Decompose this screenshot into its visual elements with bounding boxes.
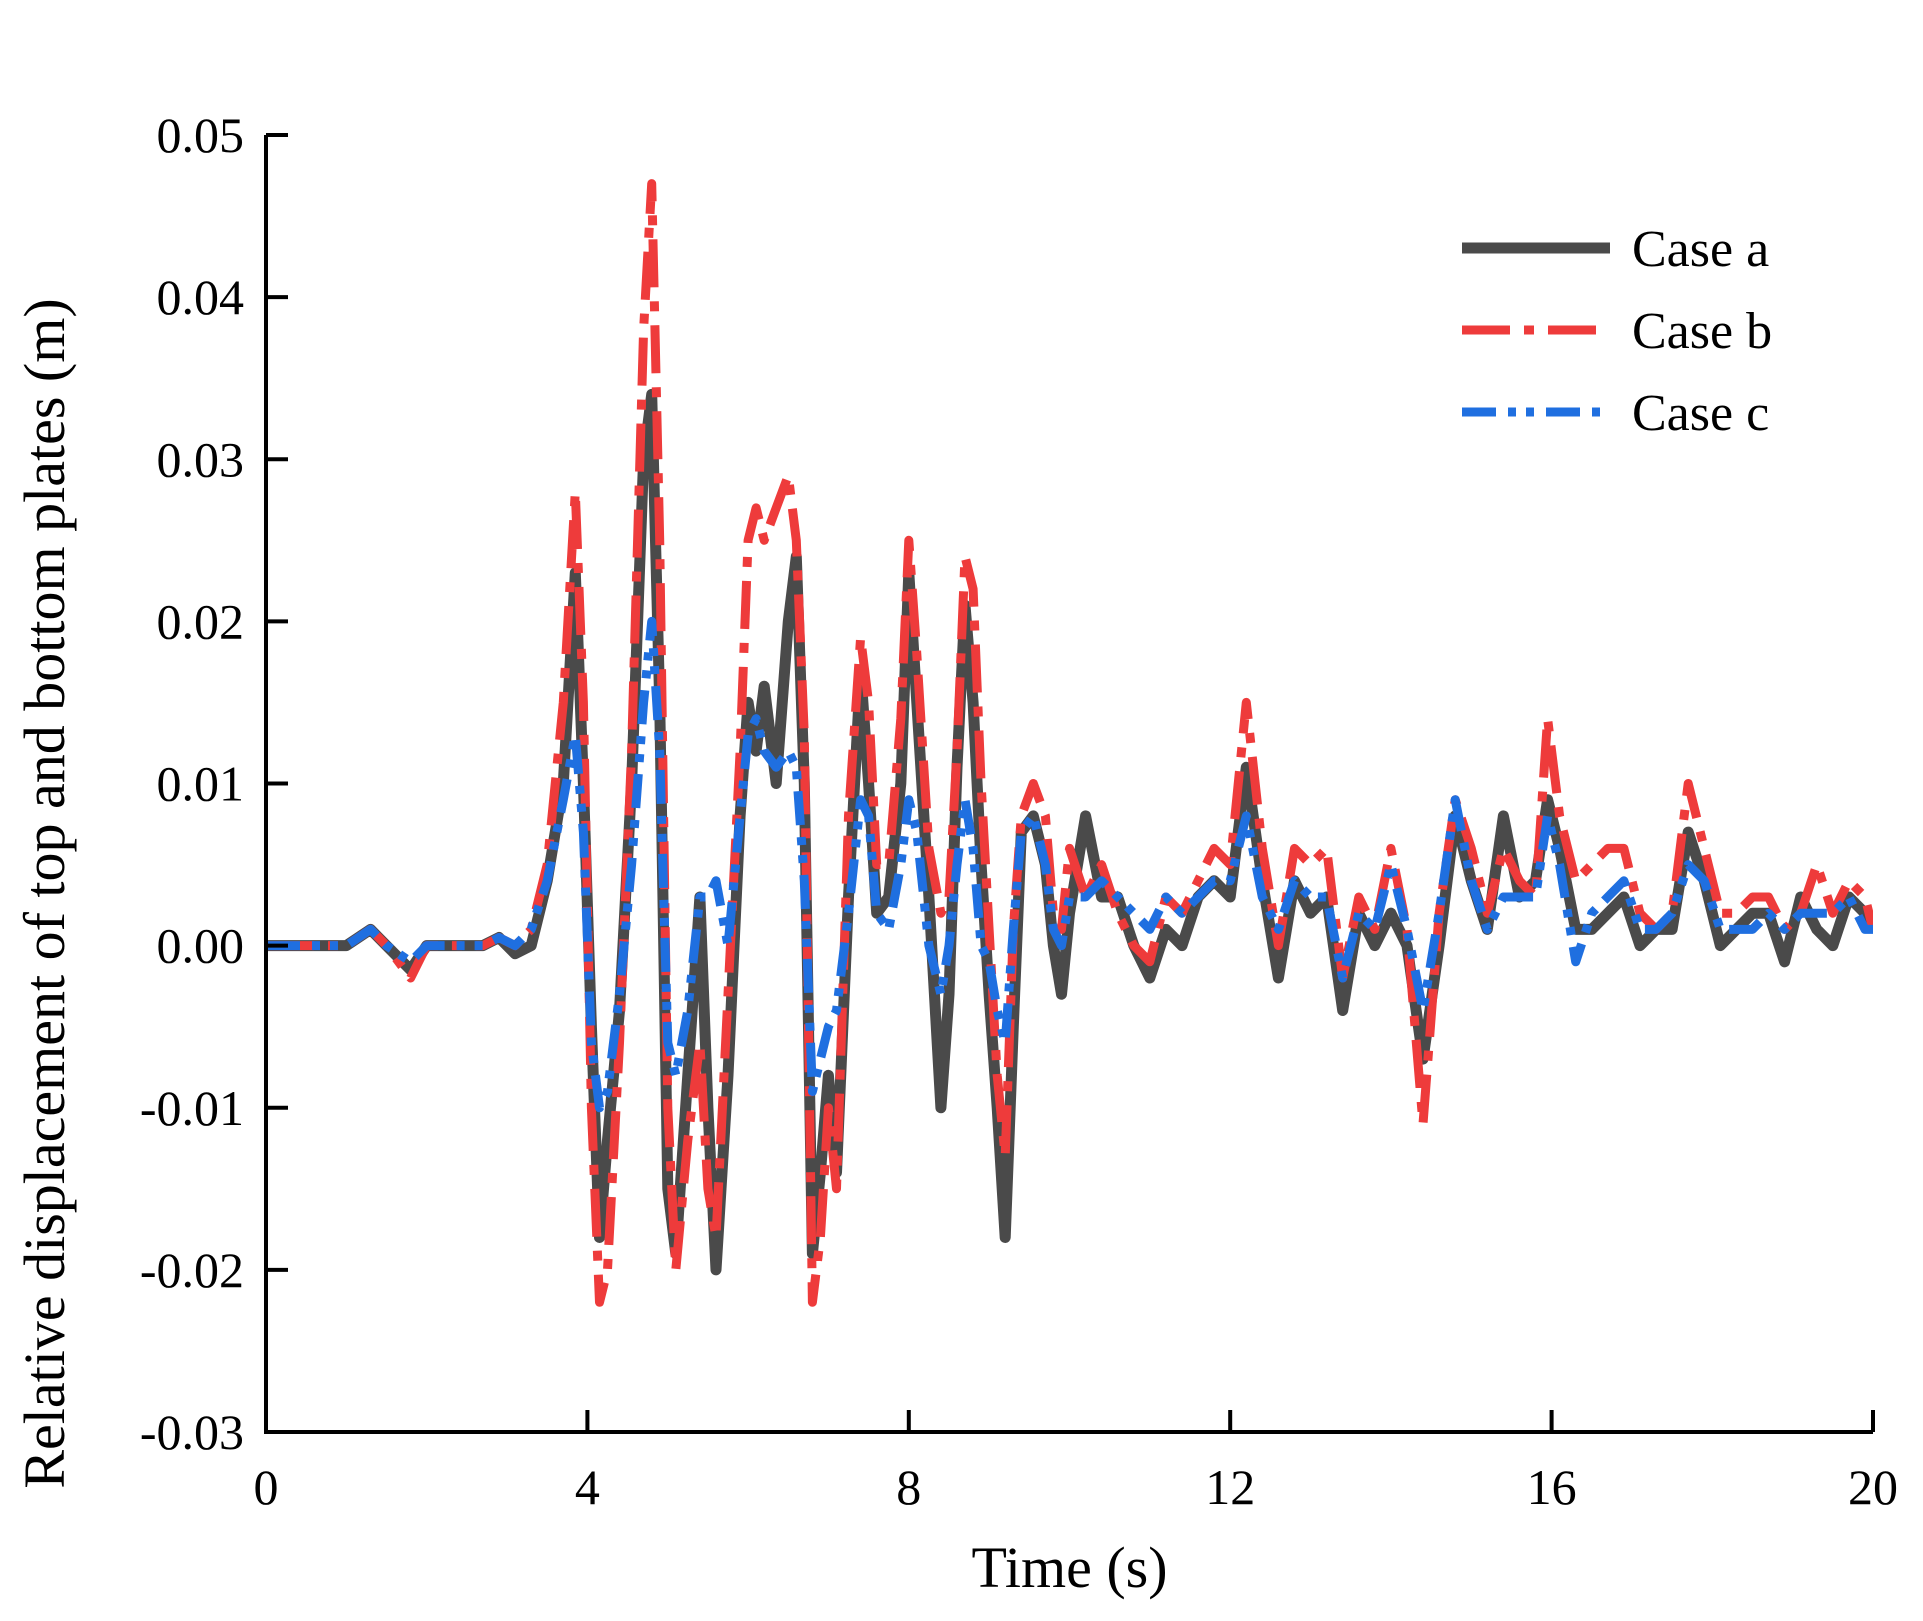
legend-label: Case b <box>1632 303 1772 360</box>
x-tick-label: 0 <box>254 1459 279 1515</box>
axes: 0 4 8 12 16 20 -0.03 -0.02 -0.01 0.00 0.01 0.02 0.0… <box>140 107 1898 1515</box>
x-tick-label: 8 <box>896 1459 921 1515</box>
x-tick-label: 12 <box>1205 1459 1255 1515</box>
y-ticks: -0.03 -0.02 -0.01 0.00 0.01 0.02 0.03 0.04 0.05 <box>140 107 288 1460</box>
y-tick-label: -0.03 <box>140 1404 244 1460</box>
y-tick-label: -0.02 <box>140 1242 244 1298</box>
y-tick-label: 0.02 <box>157 593 245 649</box>
x-tick-label: 20 <box>1848 1459 1898 1515</box>
y-tick-label: 0.03 <box>157 431 245 487</box>
y-tick-label: 0.05 <box>157 107 245 163</box>
series-line-case-a <box>266 388 1873 1276</box>
y-axis-title: Relative displacement of top and bottom … <box>12 298 77 1488</box>
y-tick-label: 0.01 <box>157 756 245 812</box>
series-layer <box>266 179 1873 1307</box>
series-line-case-b <box>266 179 1873 1307</box>
y-tick-label: 0.04 <box>157 269 245 325</box>
legend-label: Case a <box>1632 221 1769 278</box>
legend-label: Case c <box>1632 385 1769 442</box>
plot-area <box>266 179 1873 1307</box>
x-tick-label: 16 <box>1527 1459 1577 1515</box>
x-axis-title: Time (s) <box>971 1535 1167 1600</box>
x-tick-label: 4 <box>575 1459 600 1515</box>
y-tick-label: 0.00 <box>157 918 245 974</box>
x-ticks: 0 4 8 12 16 20 <box>254 1410 1898 1515</box>
legend: Case a Case b Case c <box>1462 221 1772 442</box>
series-line-case-c <box>266 616 1873 1113</box>
y-tick-label: -0.01 <box>140 1080 244 1136</box>
